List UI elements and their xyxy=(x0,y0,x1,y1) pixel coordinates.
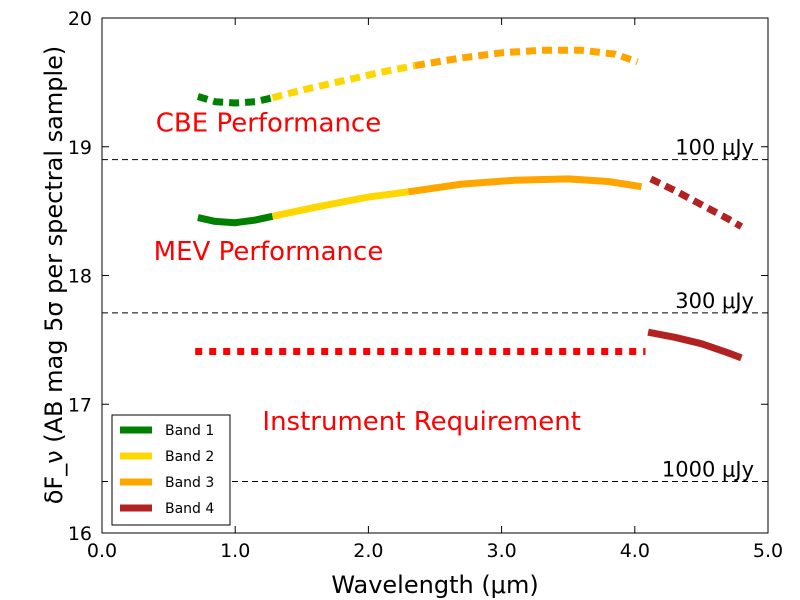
series-line xyxy=(271,62,416,102)
series-line xyxy=(649,175,744,230)
series-line xyxy=(271,188,409,220)
x-tick-label: 0.0 xyxy=(87,540,117,562)
legend-label: Band 4 xyxy=(165,501,214,517)
x-tick-label: 2.0 xyxy=(353,540,383,562)
annotation-label: Instrument Requirement xyxy=(262,407,581,437)
series-line xyxy=(197,212,274,227)
annotation-label: MEV Performance xyxy=(154,237,384,267)
legend-label: Band 1 xyxy=(165,423,214,439)
legend-label: Band 3 xyxy=(165,475,214,491)
annotations: CBE Performance MEV Performance Instrument… xyxy=(154,108,581,437)
reference-line-label: 300 μJy xyxy=(675,289,754,313)
x-axis-label: Wavelength (μm) xyxy=(331,571,538,599)
y-tick-label: 16 xyxy=(68,523,92,545)
reference-line-label: 1000 μJy xyxy=(662,458,754,482)
y-tick-label: 19 xyxy=(68,137,92,159)
x-axis-ticks: 0.0 1.0 2.0 3.0 4.0 5.0 xyxy=(87,18,783,562)
y-axis-ticks: 16 17 18 19 20 xyxy=(68,8,768,545)
x-tick-label: 3.0 xyxy=(486,540,516,562)
y-tick-label: 17 xyxy=(68,394,92,416)
series-line xyxy=(196,93,274,107)
y-axis-label: δF_ν (AB mag 5σ per spectral sample) xyxy=(40,46,68,505)
legend: Band 1 Band 2 Band 3 Band 4 xyxy=(111,414,231,526)
y-tick-label: 18 xyxy=(68,266,92,288)
reference-line-label: 100 μJy xyxy=(675,136,754,160)
legend-label: Band 2 xyxy=(165,449,214,465)
series-layer xyxy=(195,46,744,362)
x-tick-label: 1.0 xyxy=(220,540,250,562)
y-tick-label: 20 xyxy=(68,8,92,30)
series-line xyxy=(407,175,643,196)
x-tick-label: 5.0 xyxy=(753,540,783,562)
series-line xyxy=(414,46,639,70)
x-tick-label: 4.0 xyxy=(620,540,650,562)
annotation-label: CBE Performance xyxy=(156,108,381,138)
series-line xyxy=(647,328,743,362)
